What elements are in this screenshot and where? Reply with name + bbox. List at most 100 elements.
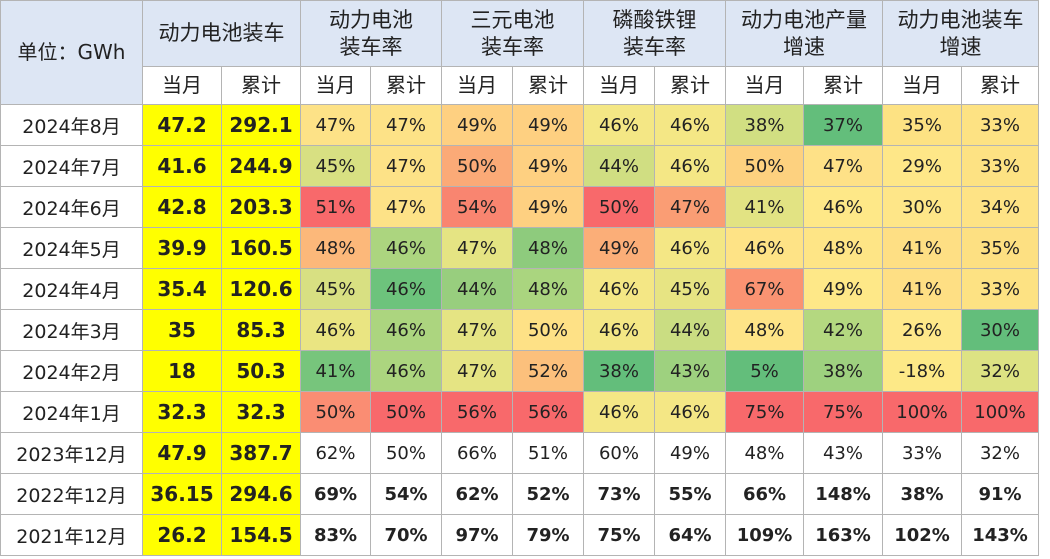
row-label: 2022年12月 [0, 473, 143, 515]
percent-cell: 148% [803, 473, 883, 515]
unit-label: 单位：GWh [0, 0, 143, 105]
installed-volume-cell: 42.8 [142, 186, 222, 228]
percent-cell: 46% [725, 227, 804, 269]
percent-cell: 109% [725, 514, 804, 556]
sub-header-monthly: 当月 [300, 66, 371, 105]
percent-cell: 50% [300, 391, 371, 433]
row-label: 2024年1月 [0, 391, 143, 433]
percent-cell: 49% [512, 104, 584, 146]
installed-volume-cell: 244.9 [221, 145, 301, 187]
installed-volume-cell: 47.9 [142, 432, 222, 474]
percent-cell: 46% [583, 104, 655, 146]
percent-cell: 75% [725, 391, 804, 433]
sub-header-cumulative: 累计 [961, 66, 1039, 105]
group-header-production-growth: 动力电池产量 增速 [725, 0, 883, 67]
percent-cell: -18% [882, 350, 962, 392]
percent-cell: 51% [512, 432, 584, 474]
row-label: 2024年4月 [0, 268, 143, 310]
percent-cell: 38% [725, 104, 804, 146]
percent-cell: 48% [725, 309, 804, 351]
percent-cell: 29% [882, 145, 962, 187]
group-header-line: 增速 [783, 34, 825, 59]
installed-volume-cell: 39.9 [142, 227, 222, 269]
group-header-lfp-rate: 磷酸铁锂 装车率 [583, 0, 726, 67]
percent-cell: 46% [370, 350, 442, 392]
percent-cell: 48% [512, 268, 584, 310]
percent-cell: 46% [803, 186, 883, 228]
percent-cell: 83% [300, 514, 371, 556]
percent-cell: 46% [654, 391, 726, 433]
percent-cell: 56% [512, 391, 584, 433]
percent-cell: 55% [654, 473, 726, 515]
percent-cell: 33% [882, 432, 962, 474]
sub-header-cumulative: 累计 [512, 66, 584, 105]
table-body: 2024年8月 47.2 292.1 47% 47% 49% 49% 46% 46% 38% 37%… [0, 104, 1039, 556]
percent-cell: 49% [512, 145, 584, 187]
percent-cell: 46% [370, 268, 442, 310]
installed-volume-cell: 203.3 [221, 186, 301, 228]
percent-cell: 48% [725, 432, 804, 474]
percent-cell: 79% [512, 514, 584, 556]
percent-cell: 41% [725, 186, 804, 228]
percent-cell: 47% [300, 104, 371, 146]
percent-cell: 48% [803, 227, 883, 269]
percent-cell: 35% [882, 104, 962, 146]
percent-cell: 45% [654, 268, 726, 310]
table-row: 2024年3月 35 85.3 46% 46% 47% 50% 46% 44% 48% 42% 26%… [0, 309, 1039, 351]
table-row: 2024年7月 41.6 244.9 45% 47% 50% 49% 44% 46% 50% 47%… [0, 145, 1039, 187]
percent-cell: 41% [882, 227, 962, 269]
percent-cell: 46% [654, 145, 726, 187]
table-row: 2022年12月 36.15 294.6 69% 54% 62% 52% 73% 55% 66% 1… [0, 473, 1039, 515]
row-label: 2024年6月 [0, 186, 143, 228]
installed-volume-cell: 294.6 [221, 473, 301, 515]
installed-volume-cell: 47.2 [142, 104, 222, 146]
percent-cell: 49% [654, 432, 726, 474]
installed-volume-cell: 36.15 [142, 473, 222, 515]
table-row: 2024年8月 47.2 292.1 47% 47% 49% 49% 46% 46% 38% 37%… [0, 104, 1039, 146]
percent-cell: 75% [583, 514, 655, 556]
sub-header-cumulative: 累计 [654, 66, 726, 105]
percent-cell: 143% [961, 514, 1039, 556]
percent-cell: 26% [882, 309, 962, 351]
percent-cell: 47% [441, 309, 513, 351]
percent-cell: 50% [512, 309, 584, 351]
sub-header-monthly: 当月 [142, 66, 222, 105]
sub-header-cumulative: 累计 [803, 66, 883, 105]
percent-cell: 45% [300, 145, 371, 187]
row-label: 2024年7月 [0, 145, 143, 187]
percent-cell: 44% [654, 309, 726, 351]
percent-cell: 35% [961, 227, 1039, 269]
installed-volume-cell: 32.3 [221, 391, 301, 433]
percent-cell: 46% [654, 104, 726, 146]
percent-cell: 38% [803, 350, 883, 392]
installed-volume-cell: 35.4 [142, 268, 222, 310]
percent-cell: 32% [961, 432, 1039, 474]
percent-cell: 50% [725, 145, 804, 187]
table-row: 2024年1月 32.3 32.3 50% 50% 56% 56% 46% 46% 75% 75% 1… [0, 391, 1039, 433]
percent-cell: 49% [583, 227, 655, 269]
percent-cell: 44% [583, 145, 655, 187]
row-label: 2024年5月 [0, 227, 143, 269]
percent-cell: 47% [370, 104, 442, 146]
percent-cell: 64% [654, 514, 726, 556]
percent-cell: 48% [512, 227, 584, 269]
percent-cell: 33% [961, 104, 1039, 146]
percent-cell: 50% [583, 186, 655, 228]
percent-cell: 73% [583, 473, 655, 515]
percent-cell: 47% [441, 227, 513, 269]
percent-cell: 42% [803, 309, 883, 351]
percent-cell: 54% [441, 186, 513, 228]
percent-cell: 30% [961, 309, 1039, 351]
sub-header-monthly: 当月 [725, 66, 804, 105]
sub-header-cumulative: 累计 [370, 66, 442, 105]
percent-cell: 48% [300, 227, 371, 269]
percent-cell: 43% [654, 350, 726, 392]
percent-cell: 44% [441, 268, 513, 310]
percent-cell: 67% [725, 268, 804, 310]
percent-cell: 49% [512, 186, 584, 228]
percent-cell: 52% [512, 350, 584, 392]
installed-volume-cell: 292.1 [221, 104, 301, 146]
percent-cell: 50% [370, 391, 442, 433]
percent-cell: 46% [370, 227, 442, 269]
